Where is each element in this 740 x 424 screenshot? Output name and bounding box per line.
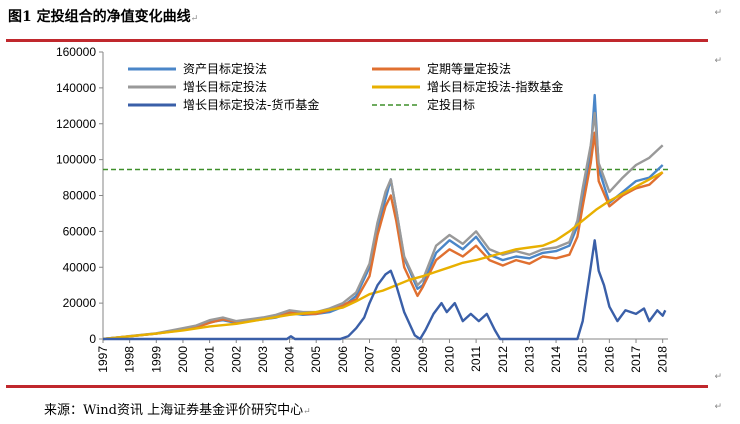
x-tick-label: 2018 [656, 346, 670, 373]
y-tick-label: 40000 [63, 260, 97, 274]
x-tick-label: 2012 [496, 346, 510, 373]
source-text: 来源：Wind资讯 上海证券基金评价研究中心 [44, 403, 304, 418]
y-tick-label: 0 [89, 332, 96, 346]
x-tick-label: 2005 [309, 346, 323, 373]
x-tick-label: 2006 [336, 346, 350, 373]
y-tick-label: 80000 [63, 189, 97, 203]
x-tick-label: 1997 [96, 346, 110, 373]
source-note: 来源：Wind资讯 上海证券基金评价研究中心↵ [44, 399, 311, 418]
x-tick-label: 1999 [149, 346, 163, 373]
legend-label-6: 定投目标 [427, 97, 475, 112]
x-axis-ticks: 1997 1998 1999 2000 2001 2002 2003 2004 2005 2006… [96, 339, 670, 373]
y-tick-label: 120000 [56, 117, 96, 131]
figure-title: 图1 定投组合的净值变化曲线↵ [8, 6, 198, 26]
edge-return-mark-1: ↵ [714, 8, 722, 18]
top-rule [6, 39, 708, 42]
y-tick-label: 20000 [63, 296, 97, 310]
series-line-4 [102, 171, 664, 341]
source-return-mark: ↵ [303, 407, 311, 417]
series-line-3 [102, 111, 664, 341]
legend-label-5: 增长目标定投法-货币基金 [183, 97, 319, 112]
edge-return-mark-4: ↵ [714, 402, 722, 412]
x-tick-label: 2016 [602, 346, 616, 373]
y-tick-label: 100000 [56, 153, 96, 167]
x-tick-label: 2004 [283, 346, 297, 373]
x-tick-label: 2002 [229, 346, 243, 373]
y-axis-ticks: 0 20000 40000 60000 80000 100000 120000 140000 1… [56, 45, 103, 346]
x-tick-label: 2013 [522, 346, 536, 373]
y-tick-label: 60000 [63, 224, 97, 238]
figure-title-text: 图1 定投组合的净值变化曲线 [8, 9, 191, 25]
legend-label-3: 增长目标定投法 [183, 79, 267, 94]
x-tick-label: 2010 [442, 346, 456, 373]
y-tick-label: 160000 [56, 45, 96, 59]
x-tick-label: 2000 [176, 346, 190, 373]
x-tick-label: 1998 [123, 346, 137, 373]
x-tick-label: 2008 [389, 346, 403, 373]
x-tick-label: 2003 [256, 346, 270, 373]
series-line-5 [103, 239, 667, 341]
return-mark: ↵ [190, 14, 199, 24]
series-line-2 [102, 131, 664, 341]
x-tick-label: 2009 [416, 346, 430, 373]
bottom-rule [6, 385, 708, 388]
edge-return-mark-3: ↵ [714, 372, 722, 382]
x-tick-label: 2011 [469, 346, 483, 372]
x-tick-label: 2001 [203, 346, 217, 373]
plot-area [102, 52, 668, 341]
y-tick-label: 140000 [56, 81, 96, 95]
x-tick-label: 2014 [549, 346, 563, 373]
line-chart: 0 20000 40000 60000 80000 100000 120000 140000 1… [56, 45, 670, 373]
x-tick-label: 2017 [629, 346, 643, 373]
legend-label-4: 增长目标定投法-指数基金 [427, 79, 563, 94]
x-tick-label: 2007 [363, 346, 377, 373]
legend-label-1: 资产目标定投法 [183, 61, 267, 76]
x-tick-label: 2015 [576, 346, 590, 373]
edge-return-mark-2: ↵ [714, 56, 722, 66]
legend-label-2: 定期等量定投法 [427, 61, 511, 76]
